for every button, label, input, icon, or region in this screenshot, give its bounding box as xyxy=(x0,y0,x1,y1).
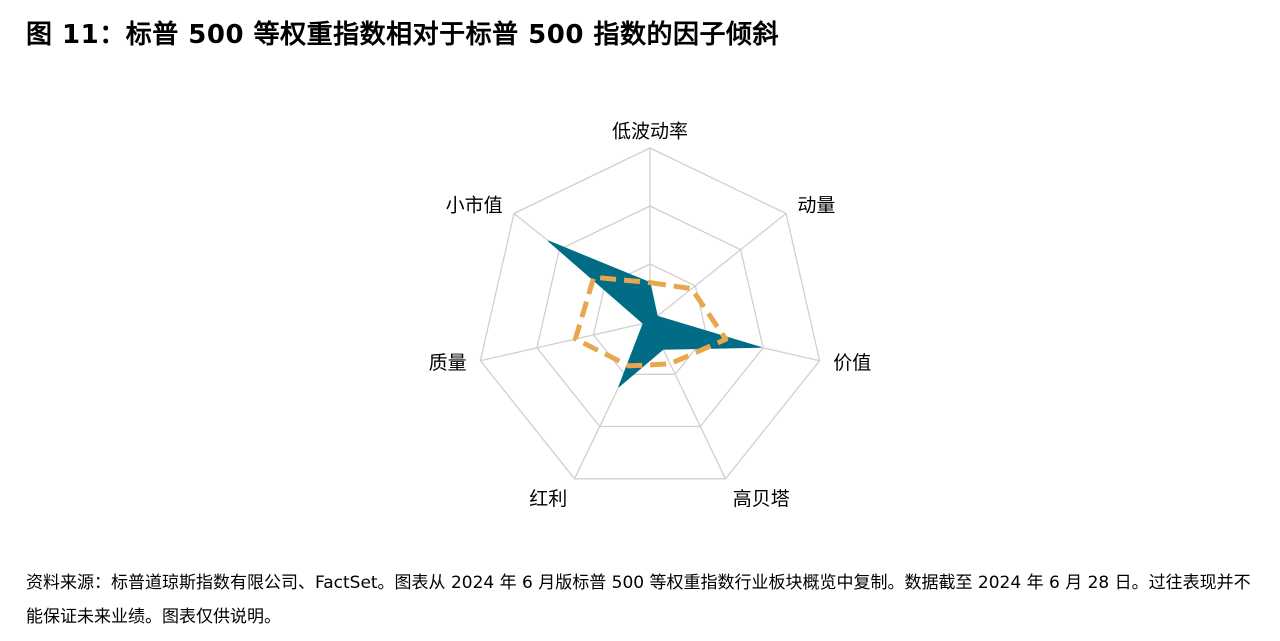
axis-label-6: 质量 xyxy=(429,352,467,374)
axis-label-2: 动量 xyxy=(797,195,835,217)
figure-title: 图 11：标普 500 等权重指数相对于标普 500 指数的因子倾斜 xyxy=(26,20,779,50)
grid-ring-2 xyxy=(536,205,764,428)
axis-label-3: 价值 xyxy=(833,352,871,374)
radar-series xyxy=(548,240,761,388)
source-note: 资料来源：标普道琼斯指数有限公司、FactSet。图表从 2024 年 6 月版… xyxy=(26,573,1251,627)
axis-label-7: 小市值 xyxy=(446,195,503,217)
grid-spoke-6 xyxy=(480,321,651,362)
axis-label-5: 红利 xyxy=(529,488,567,510)
series-2-polygon xyxy=(572,274,729,369)
axis-label-4: 高贝塔 xyxy=(733,488,790,510)
grid-spoke-2 xyxy=(649,212,787,323)
axis-label-1: 低波动率 xyxy=(612,121,688,143)
grid-ring-3 xyxy=(479,147,821,480)
